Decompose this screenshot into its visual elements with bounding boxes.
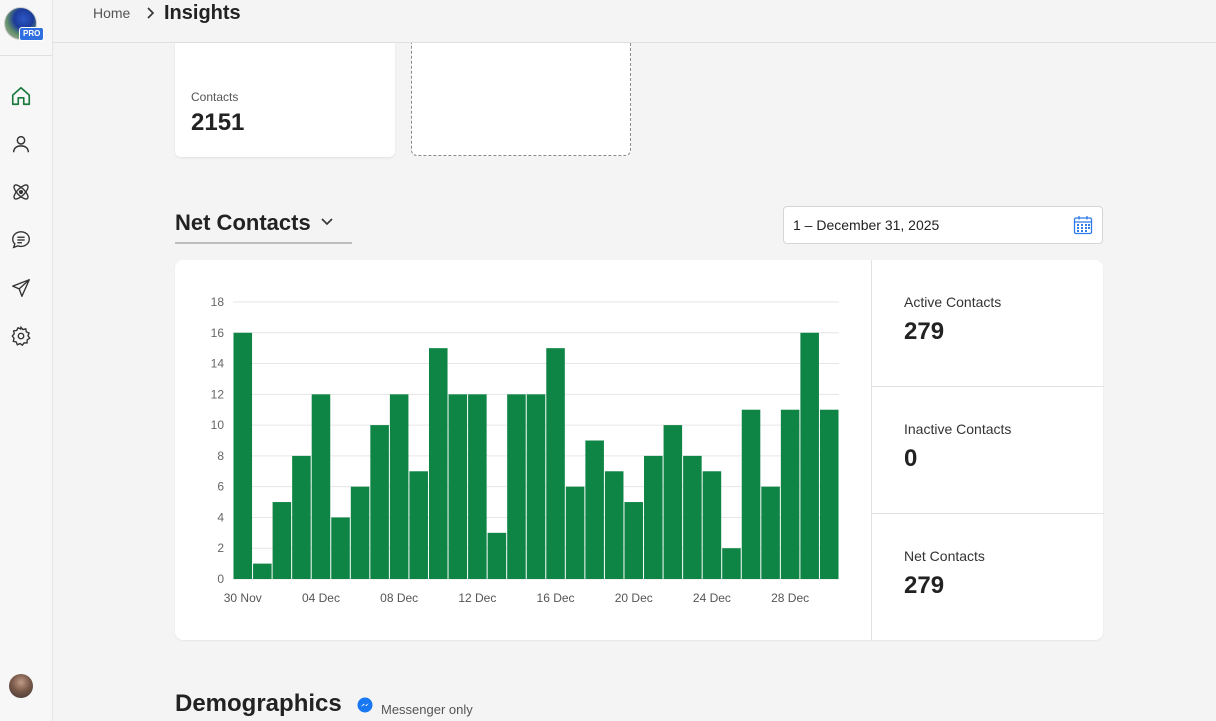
bar-30-nov[interactable] [233, 332, 253, 579]
messenger-icon [357, 697, 373, 713]
nav-home[interactable] [9, 84, 33, 108]
stat-net-value: 279 [904, 572, 945, 599]
chevron-down-icon [321, 218, 333, 226]
bar-26-dec[interactable] [741, 409, 761, 579]
stat-active-label: Active Contacts [904, 294, 1002, 310]
bar-11-dec[interactable] [448, 394, 468, 579]
stat-net-label: Net Contacts [904, 548, 985, 564]
contacts-value: 2151 [191, 109, 245, 136]
date-range-text: 1 – December 31, 2025 [793, 217, 940, 233]
bar-02-dec[interactable] [272, 502, 292, 579]
x-tick-label: 30 Nov [224, 591, 262, 605]
y-tick-label: 16 [211, 326, 225, 340]
workspace-logo[interactable]: PRO [4, 7, 45, 41]
bar-27-dec[interactable] [761, 486, 780, 579]
demographics-title: Demographics [175, 690, 342, 717]
chevron-right-icon [147, 7, 155, 19]
bar-18-dec[interactable] [585, 440, 604, 580]
bar-04-dec[interactable] [311, 394, 331, 579]
y-tick-label: 2 [217, 541, 224, 555]
stats-column: Active Contacts 279 Inactive Contacts 0 … [871, 260, 1104, 640]
user-icon [12, 135, 30, 153]
send-icon [12, 279, 30, 297]
metric-selector[interactable]: Net Contacts [175, 210, 352, 244]
bar-21-dec[interactable] [644, 455, 663, 579]
stat-active-value: 279 [904, 318, 945, 345]
bar-05-dec[interactable] [331, 517, 350, 579]
metric-title: Net Contacts [175, 210, 311, 235]
sidebar: PRO [0, 0, 53, 721]
y-tick-label: 14 [211, 357, 225, 371]
calendar-icon [1073, 216, 1093, 235]
bar-30-dec[interactable] [819, 409, 839, 579]
x-tick-label: 24 Dec [693, 591, 731, 605]
bar-22-dec[interactable] [663, 425, 683, 579]
bar-16-dec[interactable] [546, 348, 565, 579]
bar-06-dec[interactable] [350, 486, 370, 579]
x-tick-label: 28 Dec [771, 591, 809, 605]
gear-icon [11, 325, 31, 347]
y-tick-label: 4 [217, 510, 224, 524]
bar-19-dec[interactable] [604, 471, 624, 579]
bar-29-dec[interactable] [800, 332, 819, 579]
date-range-picker[interactable]: 1 – December 31, 2025 [783, 206, 1103, 244]
page-title: Insights [164, 2, 241, 24]
bar-20-dec[interactable] [624, 502, 644, 579]
bar-03-dec[interactable] [292, 455, 311, 579]
stat-divider [872, 386, 1104, 387]
bar-25-dec[interactable] [722, 548, 741, 579]
y-tick-label: 12 [211, 387, 225, 401]
stat-inactive: Inactive Contacts 0 [872, 387, 1104, 513]
demographics-note: Messenger only [381, 702, 473, 717]
chat-icon [12, 231, 30, 249]
stat-divider [872, 513, 1104, 514]
bar-24-dec[interactable] [702, 471, 722, 579]
nav-broadcasts[interactable] [9, 276, 33, 300]
y-tick-label: 10 [211, 418, 225, 432]
stat-inactive-value: 0 [904, 445, 918, 472]
breadcrumb-home[interactable]: Home [93, 5, 131, 21]
contacts-label: Contacts [191, 90, 239, 104]
nav-automation[interactable] [9, 180, 33, 204]
contacts-card: Contacts 2151 [175, 43, 395, 157]
y-tick-label: 18 [211, 295, 225, 309]
x-tick-label: 12 Dec [458, 591, 496, 605]
atom-icon [13, 184, 29, 200]
nav-contacts[interactable] [9, 132, 33, 156]
net-contacts-chart: 0 2 4 6 8 10 12 14 16 18 30 Nov 04 Dec 08 Dec 12 Dec 1… [211, 295, 839, 605]
bar-07-dec[interactable] [370, 425, 389, 579]
y-tick-label: 8 [217, 449, 224, 463]
bar-23-dec[interactable] [683, 455, 702, 579]
bar-28-dec[interactable] [780, 409, 800, 579]
bar-14-dec[interactable] [507, 394, 526, 579]
stat-inactive-label: Inactive Contacts [904, 421, 1012, 437]
bar-17-dec[interactable] [565, 486, 585, 579]
top-bar: Home Insights [53, 0, 1216, 43]
stat-active: Active Contacts 279 [872, 260, 1104, 386]
y-tick-label: 6 [217, 480, 224, 494]
bar-12-dec[interactable] [468, 394, 487, 579]
x-tick-label: 04 Dec [302, 591, 340, 605]
pro-badge: PRO [19, 27, 45, 41]
stat-net: Net Contacts 279 [872, 514, 1104, 640]
y-tick-label: 0 [217, 572, 224, 586]
net-contacts-panel: 0 2 4 6 8 10 12 14 16 18 30 Nov 04 Dec 08 Dec 12 Dec 1… [175, 260, 1104, 640]
bar-10-dec[interactable] [428, 348, 448, 579]
x-tick-label: 20 Dec [615, 591, 653, 605]
bar-08-dec[interactable] [389, 394, 409, 579]
sidebar-divider [0, 55, 52, 56]
bar-09-dec[interactable] [409, 471, 428, 579]
bar-01-dec[interactable] [253, 563, 272, 579]
user-avatar[interactable] [9, 674, 33, 698]
home-icon [11, 86, 31, 106]
add-widget-placeholder[interactable] [411, 43, 631, 156]
bar-15-dec[interactable] [526, 394, 546, 579]
x-tick-label: 08 Dec [380, 591, 418, 605]
bar-13-dec[interactable] [487, 532, 507, 579]
nav-inbox[interactable] [9, 228, 33, 252]
x-tick-label: 16 Dec [537, 591, 575, 605]
nav-settings[interactable] [9, 324, 33, 348]
